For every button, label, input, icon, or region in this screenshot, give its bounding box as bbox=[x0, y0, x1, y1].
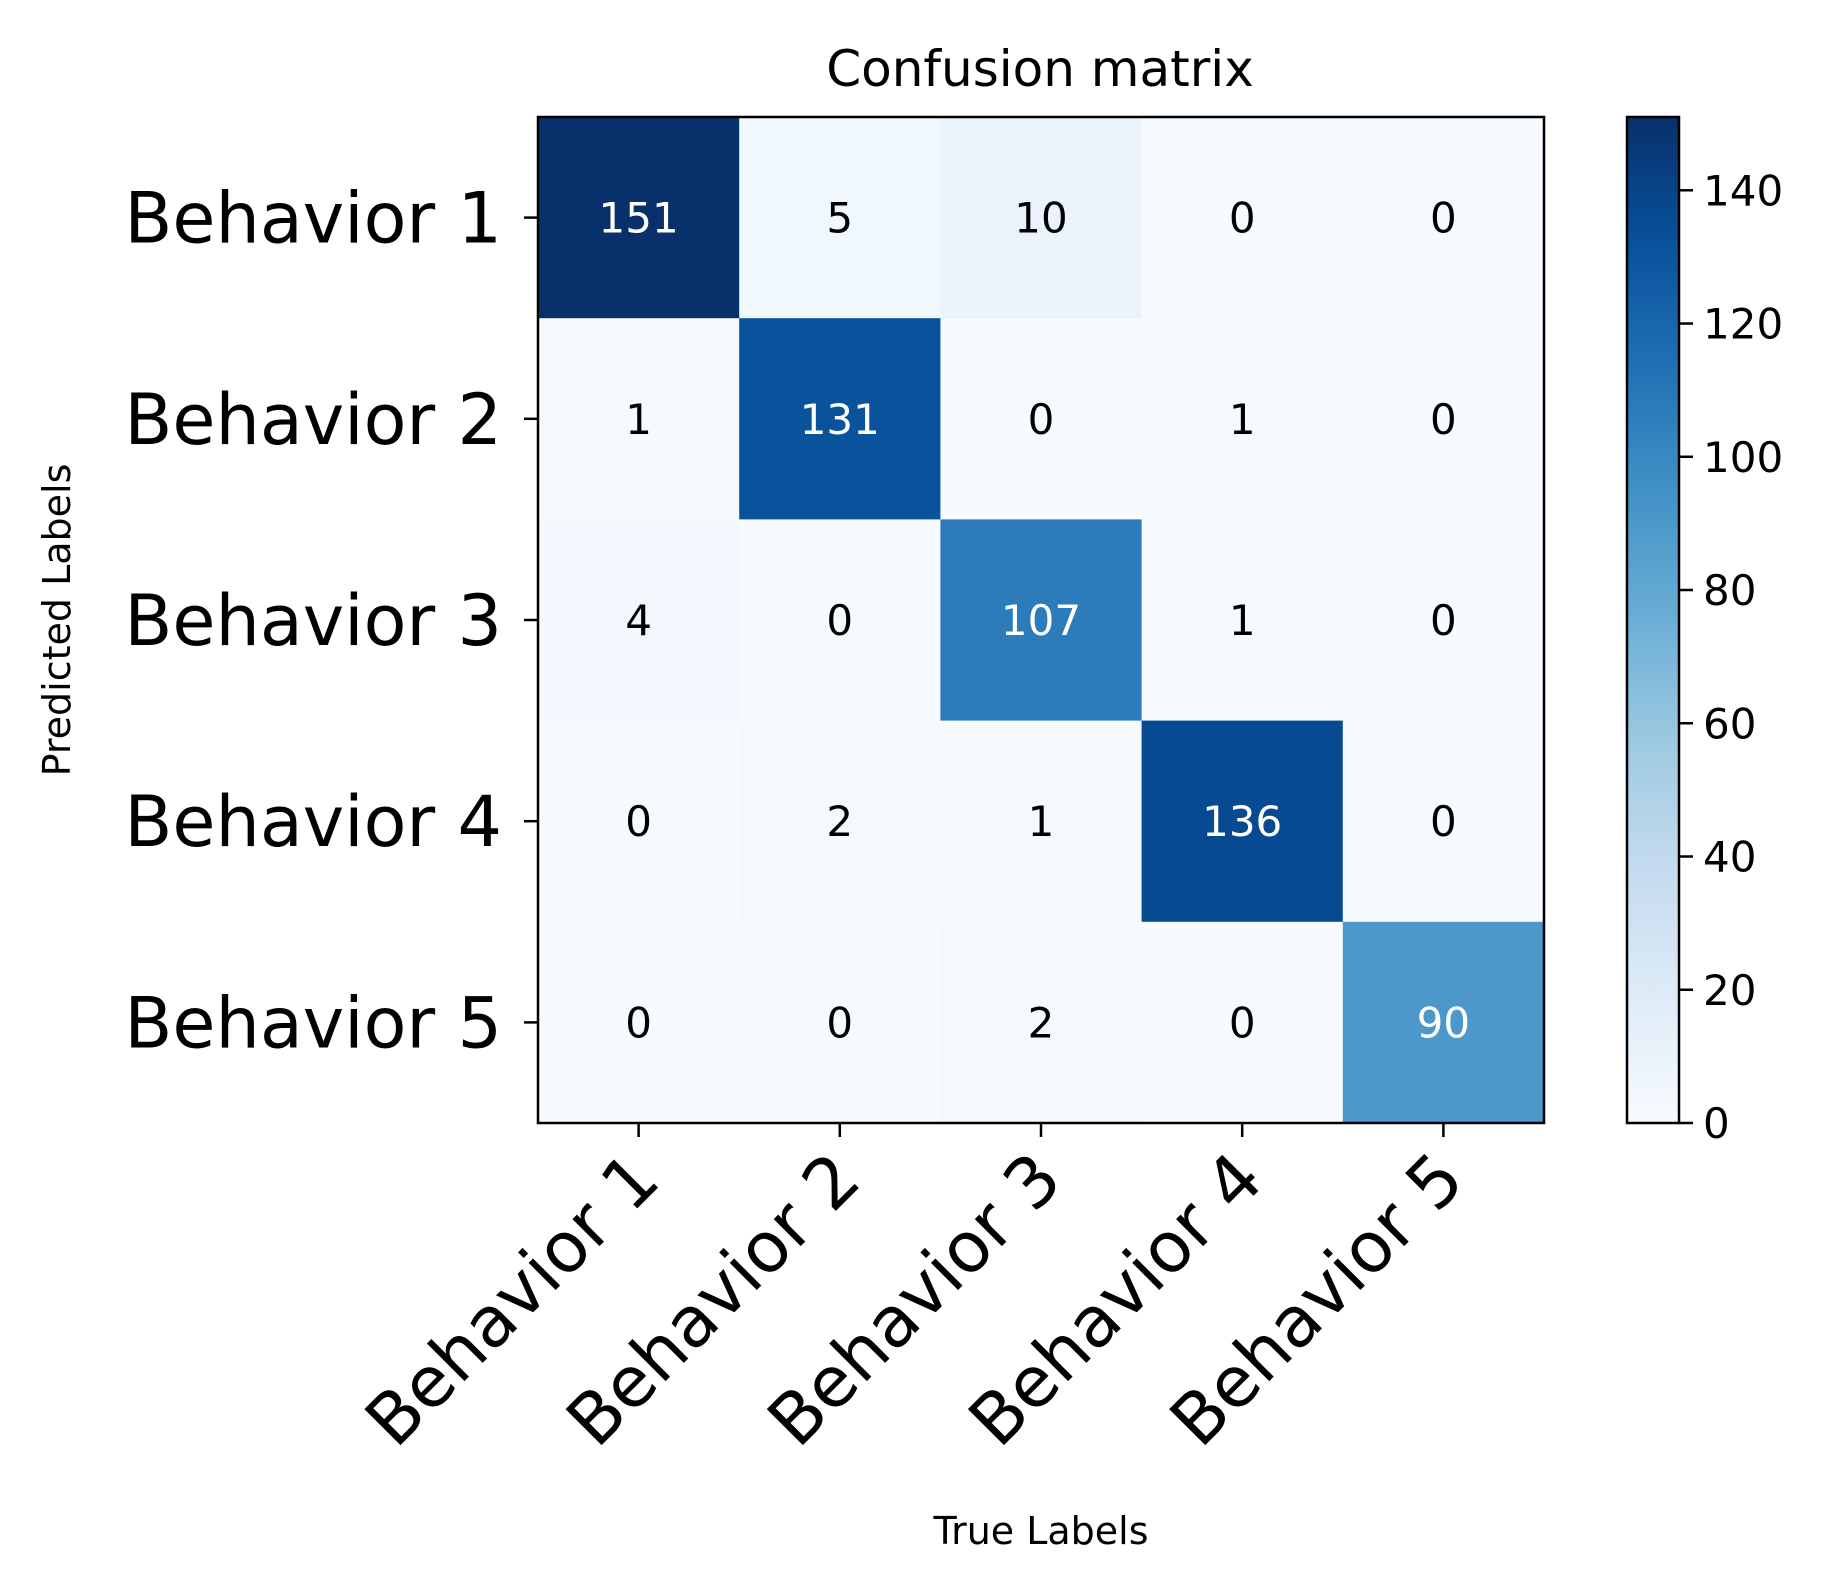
cell-value-label: 0 bbox=[625, 998, 652, 1047]
colorbar-tick-label: 100 bbox=[1703, 433, 1783, 482]
cell-value-label: 136 bbox=[1202, 797, 1282, 846]
y-axis-label: Predicted Labels bbox=[35, 464, 79, 777]
heatmap-cell bbox=[538, 117, 740, 319]
cell-value-label: 0 bbox=[826, 596, 853, 645]
heatmap-cell bbox=[739, 519, 941, 722]
heatmap-cell bbox=[739, 720, 941, 923]
heatmap-cell bbox=[538, 921, 740, 1124]
y-axis-ticks: Behavior 1 Behavior 2 Behavior 3 Behavior 4… bbox=[124, 178, 538, 1064]
cell-value-label: 0 bbox=[1430, 395, 1457, 444]
colorbar-tick-label: 20 bbox=[1703, 966, 1756, 1015]
heatmap-cell bbox=[940, 318, 1143, 520]
y-tick-label: Behavior 1 bbox=[124, 178, 502, 260]
cell-value-label: 2 bbox=[826, 797, 853, 846]
colorbar-tick-label: 140 bbox=[1703, 166, 1783, 215]
colorbar-tick-label: 40 bbox=[1703, 833, 1756, 882]
heatmap-cell bbox=[538, 318, 740, 520]
cell-value-label: 2 bbox=[1028, 998, 1055, 1047]
y-tick-label: Behavior 3 bbox=[124, 580, 502, 662]
cell-value-label: 1 bbox=[625, 395, 652, 444]
heatmap-cell bbox=[1342, 720, 1545, 923]
y-tick-label: Behavior 4 bbox=[124, 781, 502, 863]
heatmap-cell bbox=[538, 720, 740, 923]
heatmap-cell bbox=[739, 318, 941, 520]
cell-value-label: 0 bbox=[1028, 395, 1055, 444]
heatmap-cell bbox=[1141, 519, 1344, 722]
cell-value-label: 4 bbox=[625, 596, 652, 645]
cell-value-label: 0 bbox=[1430, 797, 1457, 846]
cell-value-label: 0 bbox=[625, 797, 652, 846]
heatmap-cell bbox=[739, 117, 941, 319]
cell-value-label: 1 bbox=[1229, 395, 1256, 444]
cell-value-label: 1 bbox=[1028, 797, 1055, 846]
heatmap-cell bbox=[1141, 720, 1344, 923]
heatmap-cells bbox=[538, 117, 1545, 1124]
cell-value-label: 5 bbox=[826, 194, 853, 243]
heatmap-cell bbox=[1342, 318, 1545, 520]
cell-value-label: 0 bbox=[1430, 194, 1457, 243]
colorbar-tick-label: 120 bbox=[1703, 300, 1783, 349]
heatmap-cell bbox=[940, 117, 1143, 319]
y-tick-label: Behavior 5 bbox=[124, 982, 502, 1064]
cell-value-label: 131 bbox=[800, 395, 880, 444]
cell-value-label: 0 bbox=[1430, 596, 1457, 645]
colorbar-tick-label: 80 bbox=[1703, 566, 1756, 615]
y-tick-label: Behavior 2 bbox=[124, 379, 502, 461]
chart-title: Confusion matrix bbox=[826, 40, 1254, 98]
heatmap-cell bbox=[739, 921, 941, 1124]
colorbar-tick-label: 0 bbox=[1703, 1099, 1730, 1148]
cell-value-label: 151 bbox=[599, 194, 679, 243]
cell-value-label: 10 bbox=[1014, 194, 1067, 243]
heatmap-cell bbox=[1342, 519, 1545, 722]
colorbar-ticks: 0 20 40 60 80 100 120 140 bbox=[1679, 166, 1783, 1148]
cell-value-label: 90 bbox=[1417, 998, 1470, 1047]
cell-value-label: 0 bbox=[1229, 998, 1256, 1047]
cell-value-label: 1 bbox=[1229, 596, 1256, 645]
heatmap-cell bbox=[1141, 318, 1344, 520]
cell-value-label: 0 bbox=[826, 998, 853, 1047]
heatmap-cell bbox=[1141, 921, 1344, 1124]
x-axis-label: True Labels bbox=[932, 1509, 1148, 1553]
heatmap-cell-labels: 151 5 10 0 01 131 0 1 04 0 107 1 00 2 1 136 00 0 2 0 90 bbox=[599, 194, 1471, 1048]
colorbar-tick-label: 60 bbox=[1703, 699, 1756, 748]
heatmap-cell bbox=[1141, 117, 1344, 319]
heatmap-cell bbox=[1342, 921, 1545, 1124]
heatmap-cell bbox=[940, 720, 1143, 923]
heatmap-cell bbox=[940, 921, 1143, 1124]
cell-value-label: 107 bbox=[1001, 596, 1081, 645]
colorbar bbox=[1625, 115, 1681, 1125]
heatmap-cell bbox=[940, 519, 1143, 722]
cell-value-label: 0 bbox=[1229, 194, 1256, 243]
heatmap-cell bbox=[538, 519, 740, 722]
heatmap-cell bbox=[1342, 117, 1545, 319]
